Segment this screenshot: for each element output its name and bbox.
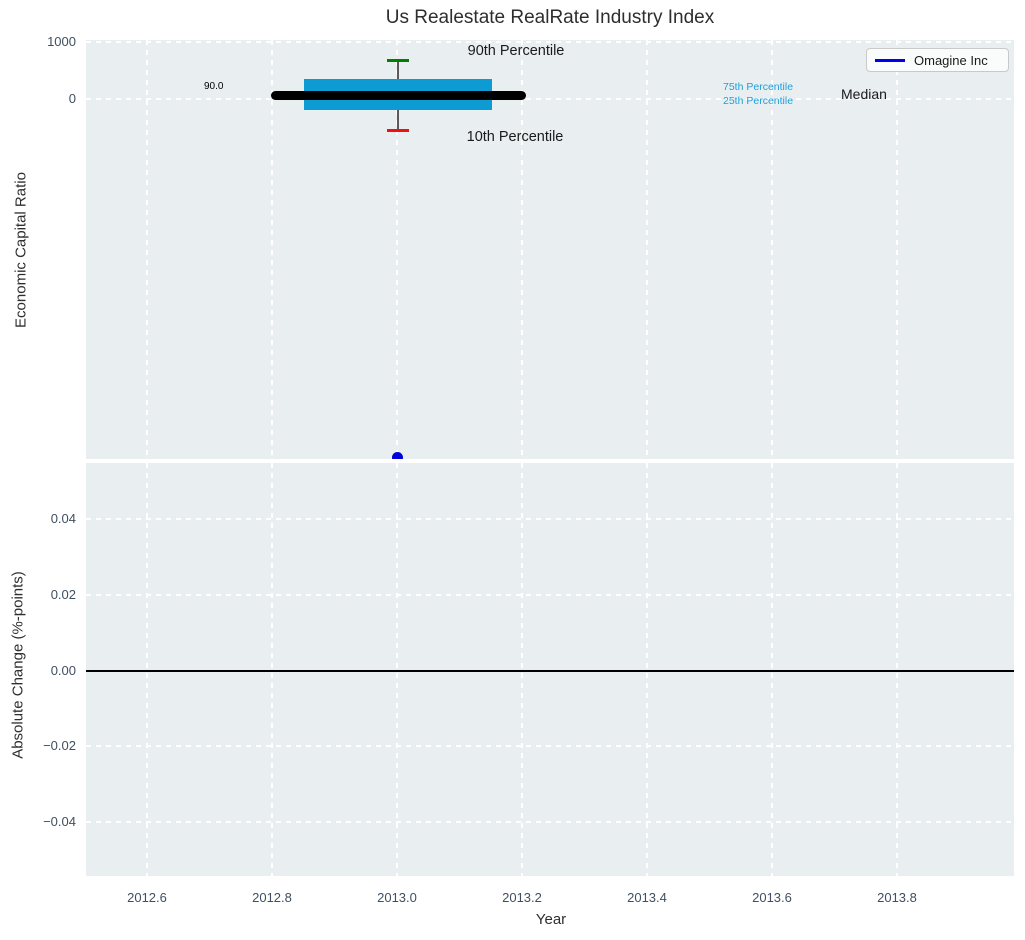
gridline bbox=[896, 40, 898, 459]
median-value-label: 90.0 bbox=[204, 81, 223, 92]
gridline bbox=[646, 40, 648, 459]
gridline bbox=[86, 518, 1014, 520]
gridline bbox=[271, 40, 273, 459]
gridline bbox=[86, 745, 1014, 747]
boxplot-10th-cap bbox=[387, 129, 409, 132]
annotation-10th-percentile: 10th Percentile bbox=[467, 129, 564, 145]
gridline bbox=[86, 821, 1014, 823]
legend: Omagine Inc bbox=[866, 48, 1009, 72]
chart-title: Us Realestate RealRate Industry Index bbox=[86, 7, 1014, 29]
gridline bbox=[86, 594, 1014, 596]
annotation-median: Median bbox=[841, 86, 887, 102]
boxplot-90th-cap bbox=[387, 59, 409, 62]
bottom-plot-area bbox=[86, 463, 1014, 876]
figure: Us Realestate RealRate Industry Index 90… bbox=[0, 0, 1025, 940]
legend-line-swatch-icon bbox=[875, 59, 905, 62]
annotation-25th-percentile: 25th Percentile bbox=[723, 95, 793, 107]
omagine-data-point bbox=[392, 452, 403, 460]
ytick-top-0: 0 bbox=[0, 91, 76, 107]
xtick-2013-4: 2013.4 bbox=[627, 890, 667, 905]
xtick-2013-0: 2013.0 bbox=[377, 890, 417, 905]
xtick-2012-8: 2012.8 bbox=[252, 890, 292, 905]
boxplot-median-line bbox=[271, 91, 526, 100]
y-axis-label-top: Economic Capital Ratio bbox=[13, 172, 30, 328]
y-axis-label-bottom: Absolute Change (%-points) bbox=[10, 571, 27, 759]
x-axis-label: Year bbox=[536, 911, 566, 928]
ytick-top-1000: 1000 bbox=[0, 34, 76, 50]
gridline bbox=[146, 40, 148, 459]
gridline bbox=[521, 40, 523, 459]
legend-label: Omagine Inc bbox=[914, 53, 988, 68]
zero-reference-line bbox=[86, 670, 1014, 672]
ytick-bottom-004: 0.04 bbox=[0, 511, 76, 527]
annotation-90th-percentile: 90th Percentile bbox=[468, 43, 565, 59]
ytick-bottom-n004: −0.04 bbox=[0, 814, 76, 830]
xtick-2012-6: 2012.6 bbox=[127, 890, 167, 905]
xtick-2013-8: 2013.8 bbox=[877, 890, 917, 905]
top-plot-area: 90.0 90th Percentile 10th Percentile 75t… bbox=[86, 40, 1014, 459]
xtick-2013-2: 2013.2 bbox=[502, 890, 542, 905]
xtick-2013-6: 2013.6 bbox=[752, 890, 792, 905]
annotation-75th-percentile: 75th Percentile bbox=[723, 81, 793, 93]
